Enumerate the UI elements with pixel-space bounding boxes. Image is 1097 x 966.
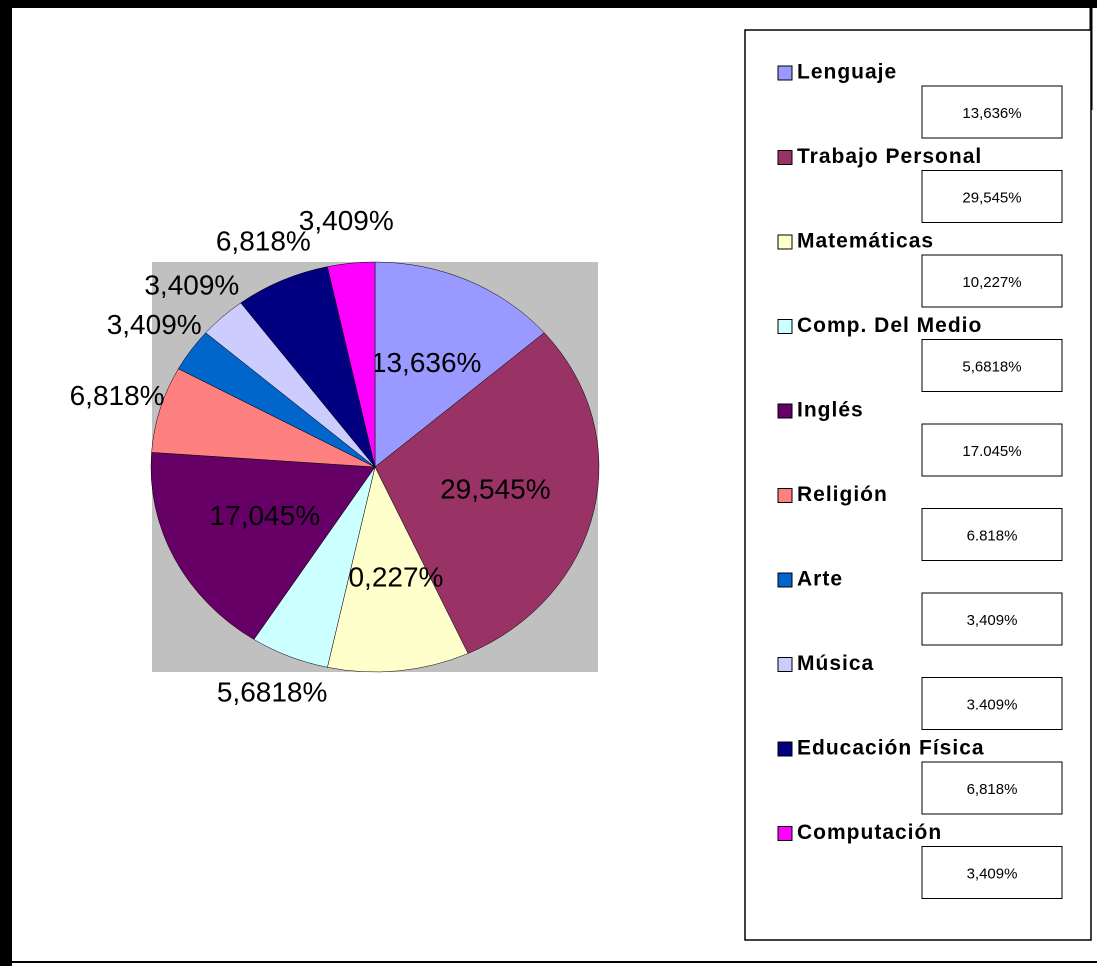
legend-swatch: [777, 657, 793, 672]
legend-swatch: [777, 826, 793, 841]
legend-value: 17.045%: [962, 443, 1021, 460]
legend-value-box: [921, 846, 1063, 899]
slice-label: 3,409%: [144, 269, 239, 300]
legend-value-box: [921, 423, 1063, 477]
pie-slice: [327, 466, 469, 673]
legend-value: 10,227%: [962, 274, 1021, 291]
legend-swatch: [777, 403, 793, 419]
legend-value-box: [921, 170, 1063, 223]
slice-label: 3,409%: [107, 309, 202, 340]
slice-label: 6,818%: [216, 226, 311, 257]
legend-swatch: [777, 572, 793, 588]
slice-label: 29,545%: [440, 473, 551, 504]
legend-label: Educación Física: [797, 737, 985, 760]
legend-value: 6.818%: [967, 527, 1018, 544]
legend-label: Matemáticas: [797, 230, 934, 253]
legend-value-box: [921, 85, 1063, 139]
legend-label: Trabajo Personal: [797, 145, 982, 168]
pie-slice: [374, 332, 600, 654]
legend-value: 29,545%: [962, 189, 1021, 206]
pie-slice: [327, 261, 376, 468]
slice-label: 6,818%: [70, 380, 165, 411]
frame-left: [0, 0, 12, 966]
legend-swatch: [777, 319, 793, 334]
legend-value: 3,409%: [967, 612, 1018, 629]
legend-label: Música: [797, 652, 874, 675]
legend-swatch: [777, 150, 793, 165]
pie-slice: [374, 261, 545, 468]
slice-label: 3,409%: [299, 205, 394, 236]
legend-label: Computación: [797, 821, 942, 844]
slice-label: 13,636%: [371, 347, 482, 378]
legend-label: Lenguaje: [797, 61, 897, 84]
legend-swatch: [777, 488, 793, 503]
legend-value: 6,818%: [967, 781, 1018, 798]
legend-label: Comp. Del Medio: [797, 314, 982, 337]
legend-label: Religión: [797, 483, 888, 506]
legend-value: 13,636%: [962, 105, 1021, 122]
legend-value: 3.409%: [967, 696, 1018, 713]
legend-value-box: [921, 677, 1063, 730]
legend-value-box: [921, 254, 1063, 308]
legend-value: 3,409%: [967, 865, 1018, 882]
legend-value-box: [921, 761, 1063, 815]
legend-swatch: [777, 741, 793, 757]
legend-value-box: [921, 339, 1063, 392]
legend-swatch: [777, 65, 793, 81]
legend-value-box: [921, 508, 1063, 561]
frame-top: [0, 0, 1097, 8]
legend-label: Arte: [797, 568, 843, 591]
legend-value: 5,6818%: [962, 358, 1021, 375]
legend-swatch: [777, 234, 793, 250]
legend-value-box: [921, 592, 1063, 646]
legend-label: Inglés: [797, 399, 864, 422]
slice-label: 5,6818%: [217, 677, 328, 708]
pie-slice: [150, 452, 376, 640]
slice-label: 17,045%: [210, 500, 321, 531]
